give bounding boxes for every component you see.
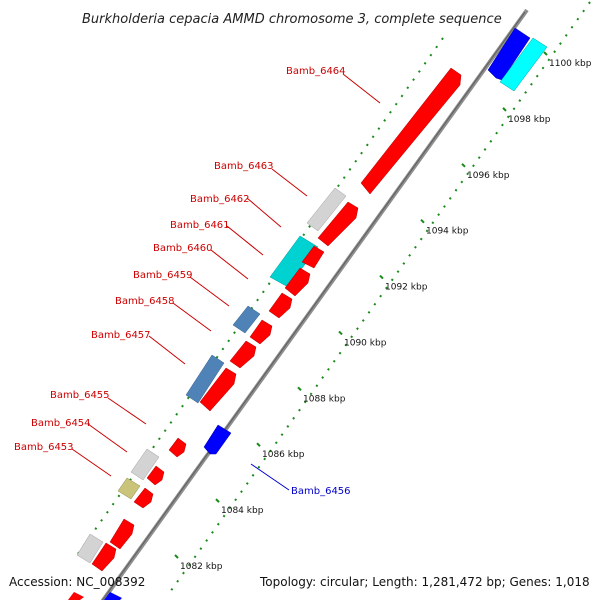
accession-text: Accession: NC_008392 — [9, 575, 145, 589]
topology-text: Topology: circular; Length: 1,281,472 bp… — [259, 575, 590, 589]
scale-ticks: 1082 kbp 1084 kbp 1086 kbp 1088 kbp 1090 kbp… — [174, 51, 592, 572]
scale-tick — [543, 51, 548, 56]
gene-bamb-6462[interactable] — [317, 201, 359, 247]
label-leaders — [71, 73, 381, 491]
gene-labels: Bamb_6464 Bamb_6463 Bamb_6462 Bamb_6461 Bamb… — [14, 66, 351, 497]
scale-tick — [215, 498, 220, 503]
gene-bamb-6459[interactable] — [268, 292, 293, 319]
scale-tick-label: 1100 kbp — [549, 59, 592, 69]
gene-label[interactable]: Bamb_6459 — [133, 270, 193, 281]
scale-tick — [502, 107, 507, 112]
scale-tick-label: 1084 kbp — [221, 506, 264, 516]
gene-bamb-6457[interactable] — [185, 354, 225, 404]
gene-bamb-6464[interactable] — [360, 67, 462, 195]
gene-bamb-6461[interactable] — [269, 235, 319, 288]
scale-tick-label: 1086 kbp — [262, 450, 305, 460]
gene-bamb-6454[interactable] — [130, 448, 160, 481]
gene-bamb-6458[interactable] — [232, 305, 261, 334]
gene-label[interactable]: Bamb_6461 — [170, 220, 230, 231]
scale-tick-label: 1088 kbp — [303, 394, 346, 404]
scale-tick — [420, 218, 425, 224]
forward-features — [68, 67, 462, 600]
gene-top-aqua[interactable] — [499, 37, 548, 92]
gene-label[interactable]: Bamb_6462 — [190, 194, 250, 205]
gene-bamb-6456[interactable] — [203, 424, 232, 455]
scale-tick-label: 1092 kbp — [385, 283, 428, 293]
scale-tick — [379, 274, 384, 280]
reverse-features — [104, 27, 548, 600]
scale-tick-label: 1082 kbp — [180, 562, 223, 572]
map-title: Burkholderia cepacia AMMD chromosome 3, … — [82, 12, 502, 27]
gene-label[interactable]: Bamb_6455 — [50, 390, 110, 401]
gene-label[interactable]: Bamb_6453 — [14, 442, 74, 453]
scale-tick — [256, 442, 261, 447]
gene-bamb-6455[interactable] — [168, 437, 187, 458]
gene-label[interactable]: Bamb_6456 — [291, 486, 351, 497]
gene-bamb-6463[interactable] — [306, 187, 347, 232]
scale-tick — [338, 330, 343, 336]
scale-tick-label: 1098 kbp — [508, 115, 551, 125]
scale-tick — [461, 163, 466, 168]
scale-tick-label: 1090 kbp — [344, 338, 387, 348]
gene-top-blue[interactable] — [487, 27, 531, 81]
gene-label[interactable]: Bamb_6463 — [214, 161, 274, 172]
scale-tick-label: 1094 kbp — [426, 227, 469, 237]
gene-label[interactable]: Bamb_6457 — [91, 330, 151, 341]
gene-label[interactable]: Bamb_6454 — [31, 418, 91, 429]
gene-label[interactable]: Bamb_6464 — [286, 66, 346, 77]
scale-tick — [174, 554, 179, 559]
gene-label[interactable]: Bamb_6460 — [153, 243, 213, 254]
chromosome-backbone — [100, 8, 529, 600]
scale-tick-label: 1096 kbp — [467, 171, 510, 181]
scale-tick — [297, 386, 302, 392]
gene-bamb-6460[interactable] — [284, 267, 311, 297]
gene-bamb-6453[interactable] — [117, 477, 141, 500]
gene-label[interactable]: Bamb_6458 — [115, 296, 175, 307]
